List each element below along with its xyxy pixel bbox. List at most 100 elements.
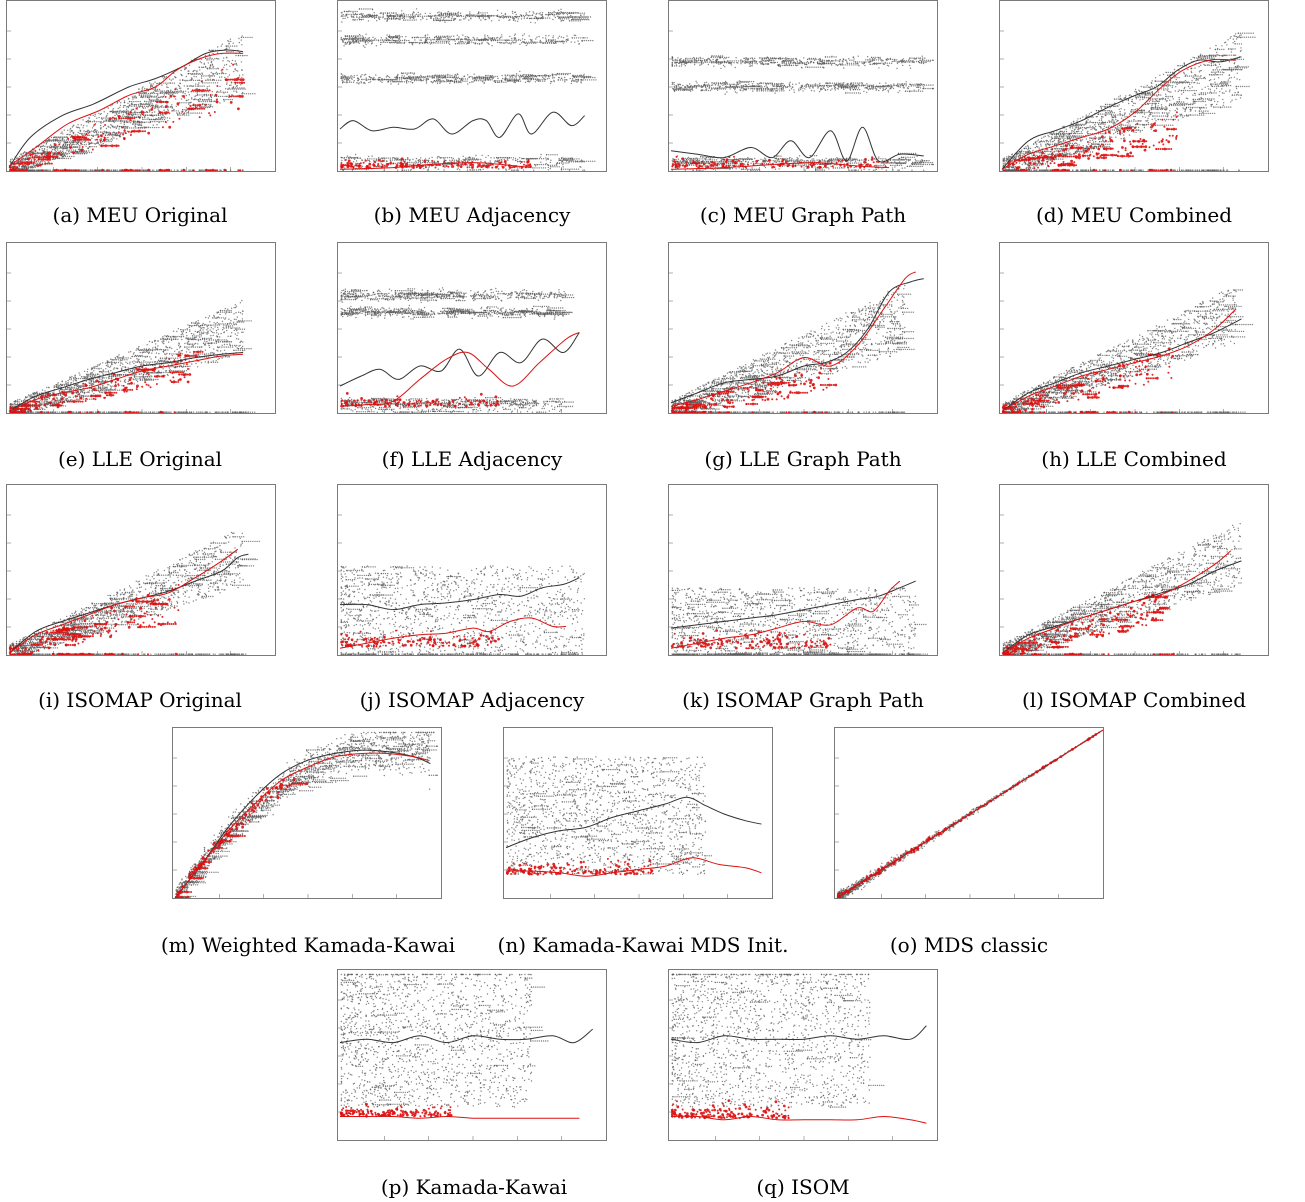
gray-point bbox=[465, 41, 466, 42]
gray-point bbox=[436, 15, 437, 16]
gray-point bbox=[470, 17, 471, 18]
gray-point bbox=[33, 164, 34, 165]
gray-point bbox=[181, 113, 182, 114]
gray-point bbox=[106, 128, 107, 129]
gray-point bbox=[441, 81, 442, 82]
gray-point bbox=[369, 8, 370, 9]
gray-point bbox=[35, 165, 36, 166]
gray-point bbox=[444, 167, 445, 168]
gray-point bbox=[545, 79, 546, 80]
gray-point bbox=[199, 170, 200, 171]
gray-point bbox=[209, 86, 210, 87]
red-point bbox=[237, 169, 239, 171]
gray-point bbox=[475, 155, 476, 156]
gray-point bbox=[513, 42, 514, 43]
gray-point bbox=[82, 135, 83, 136]
gray-point bbox=[142, 127, 143, 128]
gray-point bbox=[197, 112, 198, 113]
gray-point bbox=[550, 168, 551, 169]
gray-point bbox=[162, 119, 163, 120]
gray-point bbox=[395, 12, 396, 13]
gray-point bbox=[192, 112, 193, 113]
gray-point bbox=[189, 65, 190, 66]
gray-point bbox=[156, 118, 157, 119]
red-point bbox=[133, 117, 135, 119]
gray-point bbox=[237, 70, 238, 71]
gray-point bbox=[241, 87, 242, 88]
gray-point bbox=[374, 39, 375, 40]
gray-point bbox=[401, 79, 402, 80]
gray-point bbox=[176, 89, 177, 90]
gray-point bbox=[86, 144, 87, 145]
gray-point bbox=[70, 158, 71, 159]
gray-point bbox=[438, 15, 439, 16]
gray-point bbox=[88, 142, 89, 143]
red-point bbox=[34, 159, 36, 161]
gray-point bbox=[358, 41, 359, 42]
gray-point bbox=[224, 77, 225, 78]
gray-point bbox=[127, 126, 128, 127]
gray-point bbox=[586, 40, 587, 41]
gray-point bbox=[532, 167, 533, 168]
gray-point bbox=[149, 82, 150, 83]
gray-point bbox=[98, 132, 99, 133]
gray-point bbox=[516, 17, 517, 18]
red-point bbox=[22, 161, 24, 163]
gray-point bbox=[488, 39, 489, 40]
gray-point bbox=[89, 146, 90, 147]
gray-point bbox=[406, 170, 407, 171]
gray-point bbox=[119, 170, 120, 171]
gray-point bbox=[162, 93, 163, 94]
gray-point bbox=[208, 98, 209, 99]
gray-point bbox=[223, 92, 224, 93]
gray-point bbox=[235, 91, 236, 92]
gray-point bbox=[457, 35, 458, 36]
gray-point bbox=[354, 75, 355, 76]
gray-point bbox=[563, 166, 564, 167]
red-point bbox=[78, 138, 81, 141]
gray-point bbox=[170, 106, 171, 107]
gray-point bbox=[487, 35, 488, 36]
gray-point bbox=[175, 77, 176, 78]
gray-point bbox=[23, 153, 24, 154]
gray-point bbox=[55, 148, 56, 149]
gray-point bbox=[230, 99, 231, 100]
red-point bbox=[237, 107, 240, 110]
gray-point bbox=[93, 115, 94, 116]
gray-point bbox=[174, 170, 175, 171]
gray-line-trend bbox=[9, 50, 243, 168]
gray-point bbox=[146, 106, 147, 107]
red-point bbox=[118, 117, 120, 119]
red-point bbox=[19, 162, 22, 165]
gray-point bbox=[370, 40, 371, 41]
gray-point bbox=[222, 60, 223, 61]
gray-point bbox=[226, 51, 227, 52]
gray-point bbox=[218, 92, 219, 93]
gray-point bbox=[203, 106, 204, 107]
gray-point bbox=[361, 13, 362, 14]
gray-point bbox=[459, 19, 460, 20]
gray-point bbox=[558, 79, 559, 80]
gray-point bbox=[158, 127, 159, 128]
gray-point bbox=[470, 76, 471, 77]
gray-point bbox=[31, 159, 32, 160]
gray-point bbox=[194, 73, 195, 74]
gray-point bbox=[158, 99, 159, 100]
gray-point bbox=[415, 42, 416, 43]
gray-point bbox=[179, 79, 180, 80]
gray-point bbox=[415, 163, 416, 164]
gray-point bbox=[450, 39, 451, 40]
gray-point bbox=[147, 117, 148, 118]
gray-point bbox=[392, 42, 393, 43]
gray-point bbox=[161, 96, 162, 97]
gray-point bbox=[184, 85, 185, 86]
gray-point bbox=[404, 75, 405, 76]
gray-point bbox=[558, 77, 559, 78]
red-point bbox=[198, 104, 201, 107]
gray-point bbox=[512, 11, 513, 12]
gray-point bbox=[200, 61, 201, 62]
red-point bbox=[195, 104, 197, 106]
gray-point bbox=[376, 20, 377, 21]
gray-point bbox=[411, 78, 412, 79]
gray-point bbox=[229, 87, 230, 88]
